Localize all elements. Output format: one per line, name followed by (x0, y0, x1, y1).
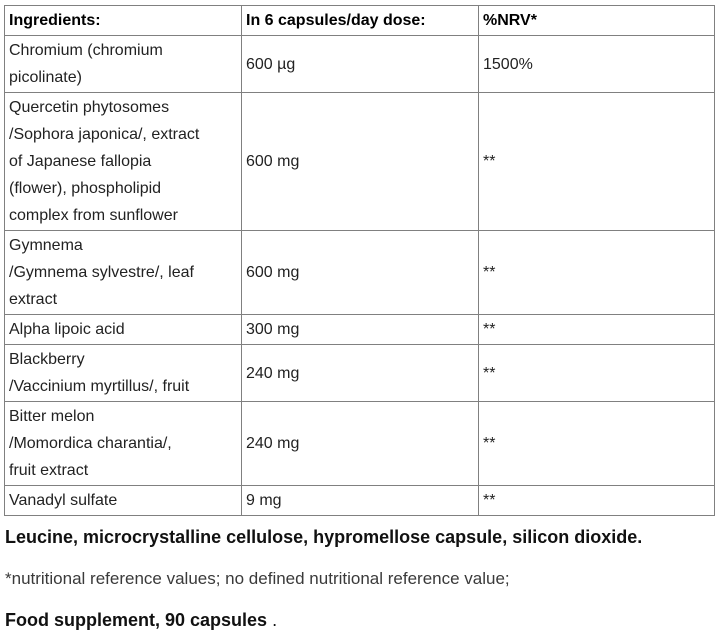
table-row: Chromium (chromium picolinate) 600 µg 15… (4, 35, 715, 93)
supplement-facts-table: Ingredients: In 6 capsules/day dose: %NR… (4, 5, 715, 516)
ingredient-cell: Blackberry /Vaccinium myrtillus/, fruit (4, 344, 242, 402)
header-nrv: %NRV* (478, 5, 715, 36)
table-row: Quercetin phytosomes /Sophora japonica/,… (4, 92, 715, 231)
food-supplement-note: Food supplement, 90 capsules . (5, 609, 719, 631)
ingredient-cell: Gymnema /Gymnema sylvestre/, leaf extrac… (4, 230, 242, 315)
dose-cell: 600 mg (241, 92, 479, 231)
table-header-row: Ingredients: In 6 capsules/day dose: %NR… (4, 5, 715, 36)
nrv-cell: 1500% (478, 35, 715, 93)
ingredient-cell: Bitter melon /Momordica charantia/, frui… (4, 401, 242, 486)
nrv-cell: ** (478, 230, 715, 315)
table-row: Bitter melon /Momordica charantia/, frui… (4, 401, 715, 486)
dose-cell: 600 µg (241, 35, 479, 93)
dose-cell: 240 mg (241, 401, 479, 486)
nrv-cell: ** (478, 485, 715, 516)
table-row: Alpha lipoic acid 300 mg ** (4, 314, 715, 345)
nrv-cell: ** (478, 401, 715, 486)
food-supplement-text: Food supplement, 90 capsules (5, 610, 268, 630)
other-ingredients-note: Leucine, microcrystalline cellulose, hyp… (5, 527, 643, 547)
dose-cell: 300 mg (241, 314, 479, 345)
header-ingredients: Ingredients: (4, 5, 242, 36)
ingredient-cell: Vanadyl sulfate (4, 485, 242, 516)
dose-cell: 9 mg (241, 485, 479, 516)
dose-cell: 600 mg (241, 230, 479, 315)
table-row: Blackberry /Vaccinium myrtillus/, fruit … (4, 344, 715, 402)
nrv-cell: ** (478, 314, 715, 345)
table-row: Vanadyl sulfate 9 mg ** (4, 485, 715, 516)
ingredient-cell: Chromium (chromium picolinate) (4, 35, 242, 93)
table-row: Gymnema /Gymnema sylvestre/, leaf extrac… (4, 230, 715, 315)
nrv-footnote: *nutritional reference values; no define… (5, 569, 510, 588)
dose-cell: 240 mg (241, 344, 479, 402)
food-supplement-tail: . (267, 610, 278, 630)
ingredient-cell: Quercetin phytosomes /Sophora japonica/,… (4, 92, 242, 231)
nrv-cell: ** (478, 344, 715, 402)
ingredient-cell: Alpha lipoic acid (4, 314, 242, 345)
header-dose: In 6 capsules/day dose: (241, 5, 479, 36)
nrv-cell: ** (478, 92, 715, 231)
